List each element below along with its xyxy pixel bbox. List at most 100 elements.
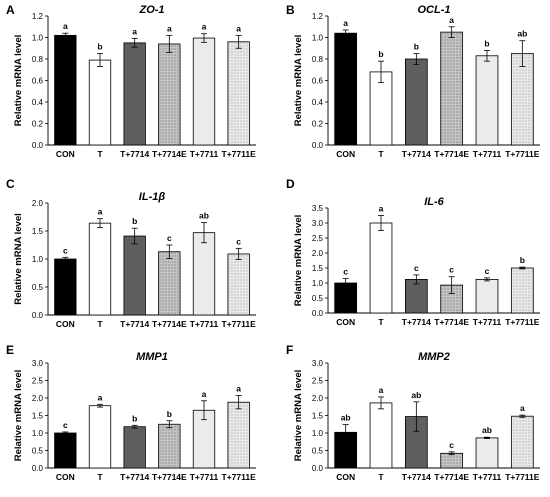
y-tick-label: 1.0 <box>312 34 324 43</box>
significance-label: c <box>485 266 490 276</box>
y-tick-label: 1.0 <box>32 255 44 264</box>
significance-label: a <box>520 403 525 413</box>
panel-letter: A <box>6 3 15 17</box>
significance-label: a <box>202 389 207 399</box>
chart-title: OCL-1 <box>418 4 451 16</box>
y-tick-label: 2.0 <box>312 249 324 258</box>
x-tick-label: T+7714E <box>152 472 187 482</box>
y-axis-label: Relative mRNA level <box>13 213 24 305</box>
panel-e: E MMP1 Relative mRNA level 0.0 0.5 1.0 1.5 2.0 2… <box>6 343 256 482</box>
x-tick-label: T+7714E <box>152 319 187 329</box>
bar-t-7714e <box>158 423 181 469</box>
significance-label: c <box>63 245 68 255</box>
x-tick-label: T+7711 <box>190 149 219 159</box>
significance-label: b <box>520 255 525 265</box>
bar-t-7711e <box>510 53 534 146</box>
bar-t-7714 <box>404 58 428 146</box>
y-tick-label: 0.5 <box>312 294 324 303</box>
significance-label: a <box>98 207 103 217</box>
y-tick-label: 2.0 <box>32 394 44 403</box>
bar-t <box>88 222 112 316</box>
x-tick-label: CON <box>336 472 355 482</box>
x-tick-label: T+7714E <box>434 317 469 327</box>
y-axis-label: Relative mRNA level <box>293 215 304 307</box>
y-tick-label: 1.2 <box>312 12 324 21</box>
chart-title: MMP1 <box>136 351 168 363</box>
bar-t <box>88 59 112 146</box>
x-tick-label: T+7714 <box>402 472 431 482</box>
significance-label: ab <box>517 29 527 39</box>
bar-t-7714e <box>158 251 181 316</box>
panel-b: B OCL-1 Relative mRNA level 0.0 0.2 0.4 0.6 0.8… <box>286 3 540 159</box>
significance-label: c <box>414 263 419 273</box>
significance-label: a <box>379 204 384 214</box>
significance-label: a <box>98 392 103 402</box>
significance-label: ab <box>482 425 492 435</box>
significance-label: ab <box>199 211 209 221</box>
bar-t-7711 <box>475 437 499 469</box>
significance-label: c <box>449 265 454 275</box>
x-tick-label: T+7714E <box>434 149 469 159</box>
bar-t-7714e <box>440 31 464 146</box>
significance-label: a <box>202 22 207 32</box>
panel-d: D IL-6 Relative mRNA level 0.0 0.5 1.0 1.5 2.0 2… <box>286 177 540 327</box>
y-tick-label: 0.8 <box>312 55 324 64</box>
significance-label: c <box>343 267 348 277</box>
y-tick-label: 3.0 <box>312 359 324 368</box>
y-tick-label: 0.0 <box>312 464 324 473</box>
x-tick-label: CON <box>56 319 75 329</box>
significance-label: c <box>449 440 454 450</box>
bar-t-7711 <box>192 232 216 316</box>
x-tick-label: T+7714E <box>434 472 469 482</box>
significance-label: b <box>414 42 419 52</box>
x-tick-label: CON <box>56 472 75 482</box>
bar-t-7714 <box>123 426 146 469</box>
x-tick-label: T+7714 <box>120 149 149 159</box>
significance-label: b <box>484 38 489 48</box>
x-tick-label: T+7711E <box>505 472 540 482</box>
significance-label: c <box>63 420 68 430</box>
bar-con <box>54 258 77 316</box>
y-tick-label: 1.5 <box>312 412 324 421</box>
x-tick-label: T+7714E <box>152 149 187 159</box>
x-tick-label: T+7711E <box>222 472 257 482</box>
bar-t-7714e <box>158 43 181 146</box>
x-tick-label: T <box>378 317 384 327</box>
significance-label: b <box>378 49 383 59</box>
significance-label: b <box>132 216 137 226</box>
x-tick-label: T+7711E <box>222 319 257 329</box>
y-tick-label: 2.0 <box>312 394 324 403</box>
y-tick-label: 0.8 <box>32 55 44 64</box>
y-tick-label: 0.6 <box>32 77 44 86</box>
x-tick-label: CON <box>56 149 75 159</box>
significance-label: a <box>343 18 348 28</box>
y-axis-label: Relative mRNA level <box>293 370 304 462</box>
bar-t-7714 <box>404 278 428 314</box>
panel-letter: B <box>286 3 295 17</box>
panel-letter: F <box>286 343 293 357</box>
y-tick-label: 0.5 <box>32 447 44 456</box>
y-tick-label: 0.2 <box>312 120 324 129</box>
y-tick-label: 1.2 <box>32 12 44 21</box>
x-tick-label: T+7711E <box>505 317 540 327</box>
x-tick-label: T+7711E <box>222 149 257 159</box>
y-tick-label: 1.0 <box>312 429 324 438</box>
y-tick-label: 0.6 <box>312 77 324 86</box>
y-axis-label: Relative mRNA level <box>13 370 24 462</box>
bar-t-7714 <box>123 235 146 316</box>
y-tick-label: 2.0 <box>32 199 44 208</box>
x-tick-label: CON <box>336 149 355 159</box>
y-tick-label: 0.0 <box>312 141 324 150</box>
significance-label: a <box>449 15 454 25</box>
significance-label: a <box>379 385 384 395</box>
chart-title: MMP2 <box>418 351 450 363</box>
y-tick-label: 0.5 <box>32 283 44 292</box>
x-tick-label: CON <box>336 317 355 327</box>
y-tick-label: 0.4 <box>32 98 44 107</box>
y-tick-label: 2.5 <box>312 234 324 243</box>
significance-label: a <box>167 23 172 33</box>
y-tick-label: 0.0 <box>32 311 44 320</box>
y-tick-label: 0.5 <box>312 447 324 456</box>
bar-con <box>54 34 77 146</box>
